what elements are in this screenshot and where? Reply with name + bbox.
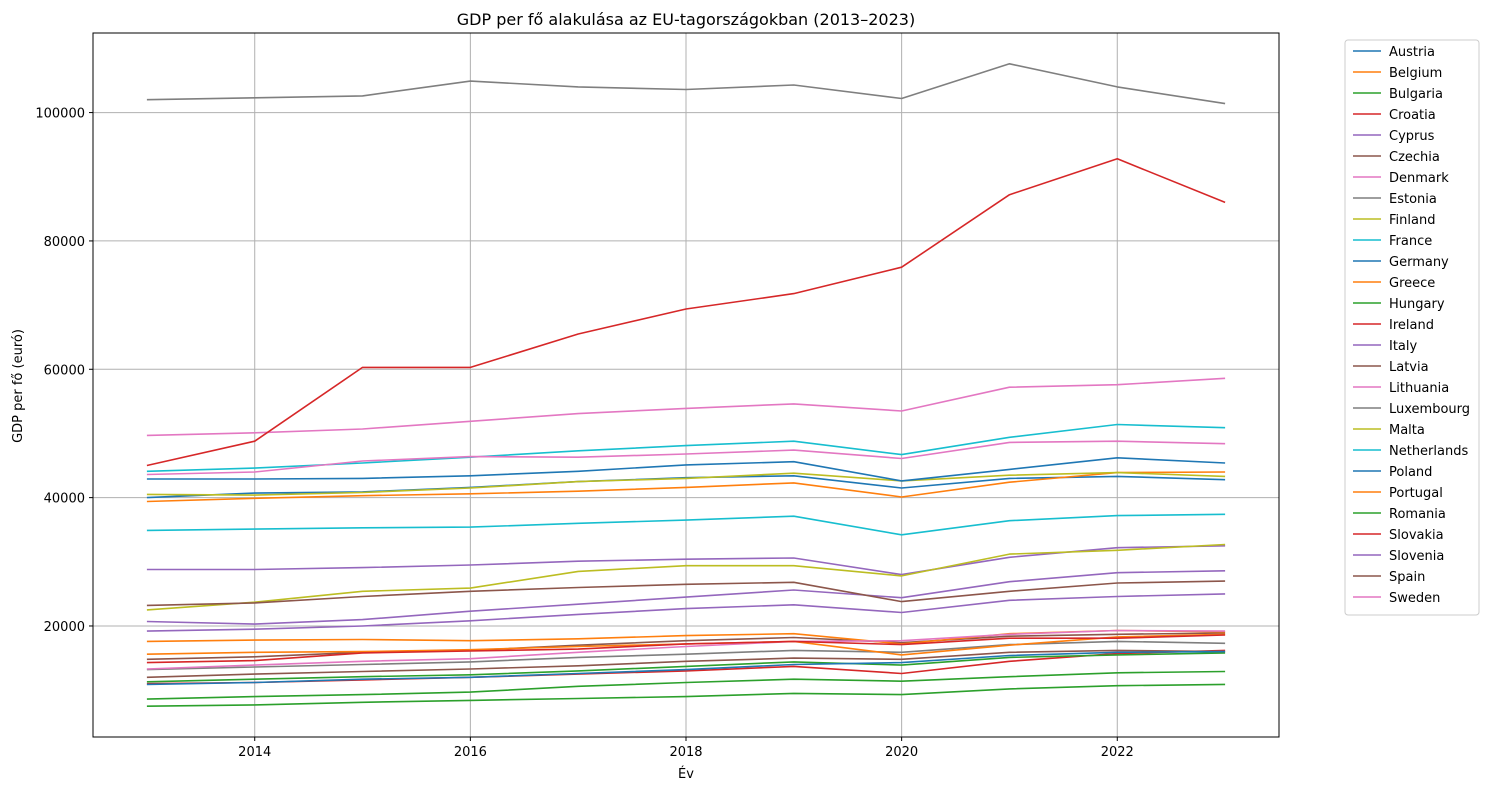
series-line-finland — [146, 471, 1226, 496]
y-axis-label: GDP per fő (euró) — [11, 329, 26, 443]
y-tick-label: 40000 — [44, 492, 85, 507]
series-line-italy — [146, 545, 1226, 576]
series-line-czechia — [146, 632, 1226, 661]
series-line-ireland — [146, 158, 1226, 467]
series-line-france — [146, 513, 1226, 536]
y-tick-label: 60000 — [44, 363, 85, 378]
legend: Austria Belgium Bulgaria Croatia Cyprus Czech… — [1344, 39, 1480, 616]
legend-label: Hungary — [1389, 297, 1445, 312]
series-lines — [146, 62, 1226, 707]
legend-label: Greece — [1389, 276, 1435, 291]
legend-label: Latvia — [1389, 360, 1429, 375]
legend-label: Slovakia — [1389, 528, 1444, 543]
legend-label: Croatia — [1389, 108, 1436, 123]
series-line-belgium — [146, 471, 1226, 503]
x-axis-label: Év — [678, 766, 694, 782]
y-tick-label: 100000 — [35, 107, 85, 122]
legend-label: Austria — [1389, 45, 1435, 60]
x-tick-label: 2018 — [669, 745, 702, 760]
legend-label: Belgium — [1389, 66, 1442, 81]
x-tick-label: 2020 — [885, 745, 918, 760]
series-line-cyprus — [146, 570, 1226, 625]
legend-label: Bulgaria — [1389, 87, 1443, 102]
legend-label: Romania — [1389, 507, 1446, 522]
series-line-bulgaria — [146, 683, 1226, 707]
legend-label: Spain — [1389, 570, 1425, 585]
legend-label: Poland — [1389, 465, 1432, 480]
series-line-estonia — [146, 640, 1226, 671]
x-tick-label: 2016 — [454, 745, 487, 760]
x-tick-label: 2022 — [1101, 745, 1134, 760]
legend-label: Luxembourg — [1389, 402, 1470, 417]
legend-label: Denmark — [1389, 171, 1449, 186]
y-tick-label: 20000 — [44, 620, 85, 635]
series-line-lithuania — [146, 629, 1226, 670]
x-axis: 2014 2016 2018 2020 2022 — [238, 737, 1134, 760]
series-line-sweden — [146, 440, 1226, 476]
legend-label: Sweden — [1389, 591, 1440, 606]
series-line-latvia — [146, 649, 1226, 679]
legend-label: France — [1389, 234, 1432, 249]
series-line-luxembourg — [146, 62, 1226, 105]
y-tick-label: 80000 — [44, 235, 85, 250]
chart-title: GDP per fő alakulása az EU-tagországokba… — [457, 10, 915, 29]
series-line-slovenia — [146, 593, 1226, 632]
series-line-denmark — [146, 377, 1226, 437]
series-line-germany — [146, 456, 1226, 482]
series-line-slovakia — [146, 634, 1226, 664]
legend-label: Germany — [1389, 255, 1449, 270]
series-line-malta — [146, 543, 1226, 611]
legend-label: Ireland — [1389, 318, 1434, 333]
legend-label: Estonia — [1389, 192, 1437, 207]
series-line-poland — [146, 650, 1226, 686]
legend-label: Italy — [1389, 339, 1418, 354]
legend-label: Czechia — [1389, 150, 1440, 165]
series-line-hungary — [146, 652, 1226, 683]
series-line-romania — [146, 670, 1226, 700]
legend-label: Cyprus — [1389, 129, 1435, 144]
legend-label: Slovenia — [1389, 549, 1444, 564]
legend-label: Lithuania — [1389, 381, 1449, 396]
x-tick-label: 2014 — [238, 745, 271, 760]
legend-label: Portugal — [1389, 486, 1443, 501]
y-axis: 20000 40000 60000 80000 100000 — [35, 107, 93, 635]
legend-label: Finland — [1389, 213, 1435, 228]
legend-label: Netherlands — [1389, 444, 1468, 459]
legend-label: Malta — [1389, 423, 1425, 438]
series-line-spain — [146, 580, 1226, 607]
